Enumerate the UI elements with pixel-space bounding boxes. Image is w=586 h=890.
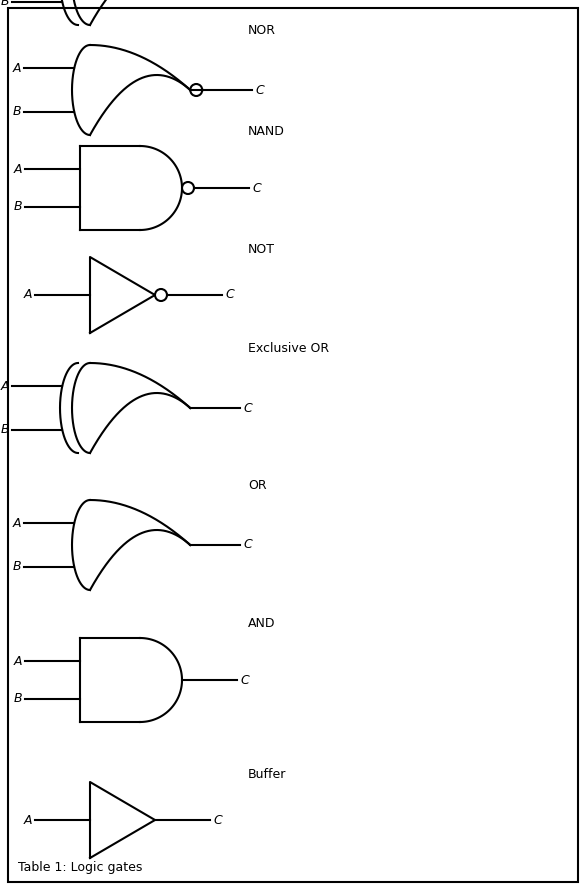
Text: C: C <box>243 401 252 415</box>
Text: B: B <box>1 423 9 436</box>
Text: A: A <box>1 380 9 392</box>
Text: AND: AND <box>248 617 275 630</box>
Text: NAND: NAND <box>248 125 285 138</box>
Text: B: B <box>13 692 22 706</box>
Text: A: A <box>13 62 21 75</box>
Text: C: C <box>213 813 222 827</box>
Text: A: A <box>23 813 32 827</box>
Text: A: A <box>13 163 22 175</box>
Text: A: A <box>13 517 21 530</box>
Text: C: C <box>252 182 261 195</box>
Text: B: B <box>12 560 21 573</box>
Text: B: B <box>13 200 22 214</box>
Text: Table 1: Logic gates: Table 1: Logic gates <box>18 862 142 875</box>
Text: Exclusive OR: Exclusive OR <box>248 342 329 355</box>
Text: A: A <box>23 288 32 302</box>
Text: NOR: NOR <box>248 24 276 37</box>
Text: C: C <box>255 84 264 96</box>
Text: A: A <box>13 655 22 668</box>
Text: C: C <box>225 288 234 302</box>
Text: C: C <box>243 538 252 552</box>
Text: Buffer: Buffer <box>248 768 287 781</box>
Text: B: B <box>1 0 9 8</box>
Text: B: B <box>12 105 21 118</box>
Text: OR: OR <box>248 479 267 492</box>
Text: NOT: NOT <box>248 243 275 256</box>
Text: C: C <box>240 674 248 686</box>
